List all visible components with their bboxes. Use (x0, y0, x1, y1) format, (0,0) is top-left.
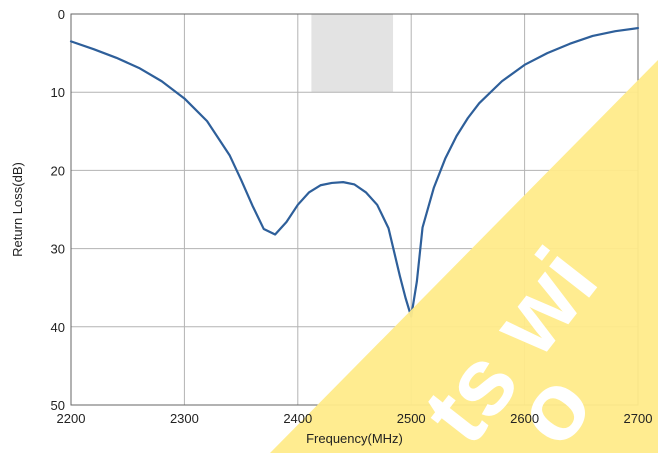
x-tick-label: 2500 (397, 411, 426, 426)
x-tick-label: 2600 (510, 411, 539, 426)
y-axis-title: Return Loss(dB) (10, 162, 25, 257)
highlight-band-layer (311, 14, 394, 93)
y-tick-label: 0 (58, 7, 65, 22)
y-tick-label: 20 (51, 163, 65, 178)
y-tick-label: 30 (51, 242, 65, 257)
series-line-0 (69, 26, 640, 318)
series-layer (69, 26, 640, 318)
x-tick-label: 2400 (283, 411, 312, 426)
x-axis-title: Frequency(MHz) (306, 431, 403, 446)
y-tick-label: 40 (51, 320, 65, 335)
highlight-band (311, 14, 394, 93)
watermark-band (270, 60, 658, 453)
x-tick-label: 2200 (57, 411, 86, 426)
watermark-layer: ts wi o (270, 60, 658, 453)
x-tick-label: 2300 (170, 411, 199, 426)
tick-label-layer: 2200 2300 2400 2500 2600 2700 0 10 20 30 40 50 (51, 7, 653, 426)
y-tick-label: 10 (51, 85, 65, 100)
y-tick-label: 50 (51, 398, 65, 413)
x-tick-label: 2700 (624, 411, 653, 426)
